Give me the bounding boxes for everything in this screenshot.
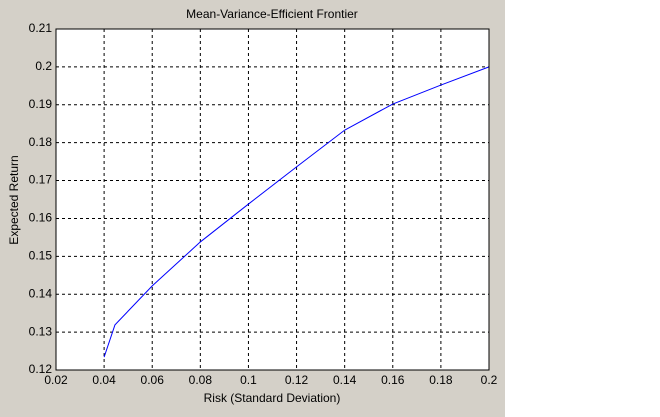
x-tick-label: 0.16 [381, 373, 405, 387]
y-axis-label: Expected Return [7, 155, 21, 244]
x-tick-label: 0.14 [333, 373, 357, 387]
x-tick-label: 0.02 [44, 373, 68, 387]
y-tick-label: 0.17 [29, 173, 53, 187]
data [103, 66, 490, 358]
plot-border [55, 28, 490, 371]
y-tick-label: 0.14 [29, 286, 53, 300]
y-tick-label: 0.15 [29, 249, 53, 263]
y-tick-label: 0.16 [29, 211, 53, 225]
x-tick-label: 0.04 [92, 373, 116, 387]
y-tick-label: 0.18 [29, 135, 53, 149]
x-tick-label: 0.1 [240, 373, 257, 387]
y-tick-label: 0.21 [29, 21, 53, 35]
x-axis-label: Risk (Standard Deviation) [204, 391, 341, 405]
chart-title: Mean-Variance-Efficient Frontier [186, 7, 358, 21]
y-tick-label: 0.12 [29, 362, 53, 376]
x-tick-label: 0.18 [429, 373, 453, 387]
x-tick-label: 0.08 [189, 373, 213, 387]
frontier-line [103, 66, 490, 358]
grid [55, 28, 490, 371]
x-tick-label: 0.06 [141, 373, 165, 387]
x-tick-label: 0.2 [481, 373, 498, 387]
y-tick-label: 0.2 [35, 59, 52, 73]
y-tick-label: 0.13 [29, 324, 53, 338]
x-tick-label: 0.12 [285, 373, 309, 387]
y-tick-label: 0.19 [29, 97, 53, 111]
plot-area [56, 29, 489, 370]
